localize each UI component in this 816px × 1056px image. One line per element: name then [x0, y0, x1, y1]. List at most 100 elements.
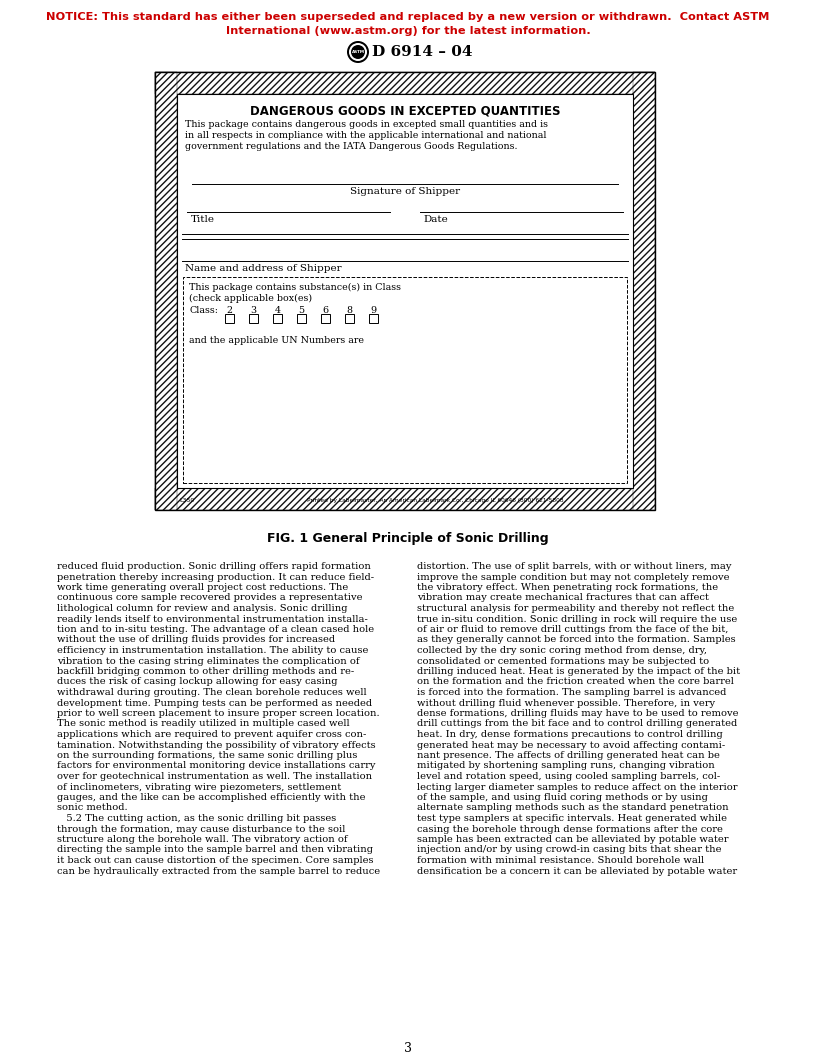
Text: D 6914 – 04: D 6914 – 04: [372, 45, 472, 59]
Circle shape: [349, 43, 367, 61]
Text: development time. Pumping tests can be performed as needed: development time. Pumping tests can be p…: [57, 698, 372, 708]
Text: on the formation and the friction created when the core barrel: on the formation and the friction create…: [417, 678, 734, 686]
Bar: [155, 72, 177, 510]
Text: sample has been extracted can be alleviated by potable water: sample has been extracted can be allevia…: [417, 835, 729, 844]
Text: Name and address of Shipper: Name and address of Shipper: [185, 264, 342, 274]
Text: the vibratory effect. When penetrating rock formations, the: the vibratory effect. When penetrating r…: [417, 583, 718, 592]
Text: tamination. Notwithstanding the possibility of vibratory effects: tamination. Notwithstanding the possibil…: [57, 740, 375, 750]
Text: dense formations, drilling fluids may have to be used to remove: dense formations, drilling fluids may ha…: [417, 709, 738, 718]
Text: readily lends itself to environmental instrumentation installa-: readily lends itself to environmental in…: [57, 615, 368, 623]
Text: level and rotation speed, using cooled sampling barrels, col-: level and rotation speed, using cooled s…: [417, 772, 721, 781]
Text: casing the borehole through dense formations after the core: casing the borehole through dense format…: [417, 825, 723, 833]
Text: mitigated by shortening sampling runs, changing vibration: mitigated by shortening sampling runs, c…: [417, 761, 715, 771]
Text: can be hydraulically extracted from the sample barrel to reduce: can be hydraulically extracted from the …: [57, 867, 380, 875]
Text: 8: 8: [347, 306, 353, 315]
Text: on the surrounding formations, the same sonic drilling plus: on the surrounding formations, the same …: [57, 751, 357, 760]
Text: generated heat may be necessary to avoid affecting contami-: generated heat may be necessary to avoid…: [417, 740, 725, 750]
Circle shape: [347, 41, 369, 63]
Text: 3: 3: [251, 306, 256, 315]
Text: tion and to in-situ testing. The advantage of a clean cased hole: tion and to in-situ testing. The advanta…: [57, 625, 374, 634]
Text: of inclinometers, vibrating wire piezometers, settlement: of inclinometers, vibrating wire piezome…: [57, 782, 341, 792]
Text: lecting larger diameter samples to reduce affect on the interior: lecting larger diameter samples to reduc…: [417, 782, 738, 792]
Text: Date: Date: [423, 215, 448, 224]
Text: gauges, and the like can be accomplished efficiently with the: gauges, and the like can be accomplished…: [57, 793, 366, 802]
Text: 5.2 The cutting action, as the sonic drilling bit passes: 5.2 The cutting action, as the sonic dri…: [57, 814, 336, 823]
Text: directing the sample into the sample barrel and then vibrating: directing the sample into the sample bar…: [57, 846, 373, 854]
Text: International (www.astm.org) for the latest information.: International (www.astm.org) for the lat…: [226, 26, 590, 36]
Text: and the applicable UN Numbers are: and the applicable UN Numbers are: [189, 336, 364, 345]
Text: of the sample, and using fluid coring methods or by using: of the sample, and using fluid coring me…: [417, 793, 707, 802]
Text: improve the sample condition but may not completely remove: improve the sample condition but may not…: [417, 572, 730, 582]
Text: 4: 4: [274, 306, 281, 315]
Text: densification be a concern it can be alleviated by potable water: densification be a concern it can be all…: [417, 867, 737, 875]
Bar: [345, 314, 354, 323]
Text: This package contains dangerous goods in excepted small quantities and is
in all: This package contains dangerous goods in…: [185, 120, 548, 151]
Bar: [155, 72, 655, 510]
Text: lithological column for review and analysis. Sonic drilling: lithological column for review and analy…: [57, 604, 348, 612]
Text: drilling induced heat. Heat is generated by the impact of the bit: drilling induced heat. Heat is generated…: [417, 667, 740, 676]
Text: DANGEROUS GOODS IN EXCEPTED QUANTITIES: DANGEROUS GOODS IN EXCEPTED QUANTITIES: [250, 103, 561, 117]
Text: formation with minimal resistance. Should borehole wall: formation with minimal resistance. Shoul…: [417, 856, 704, 865]
Text: alternate sampling methods such as the standard penetration: alternate sampling methods such as the s…: [417, 804, 729, 812]
Bar: [225, 314, 234, 323]
Text: Title: Title: [191, 215, 215, 224]
Text: as they generally cannot be forced into the formation. Samples: as they generally cannot be forced into …: [417, 636, 736, 644]
Text: Class:: Class:: [189, 306, 218, 315]
Text: efficiency in instrumentation installation. The ability to cause: efficiency in instrumentation installati…: [57, 646, 368, 655]
Text: sonic method.: sonic method.: [57, 804, 127, 812]
Bar: [321, 314, 330, 323]
Text: 5: 5: [299, 306, 304, 315]
Text: injection and/or by using crowd-in casing bits that shear the: injection and/or by using crowd-in casin…: [417, 846, 721, 854]
Bar: [249, 314, 258, 323]
Text: Signature of Shipper: Signature of Shipper: [350, 187, 460, 196]
Text: applications which are required to prevent aquifer cross con-: applications which are required to preve…: [57, 730, 366, 739]
Text: 3: 3: [404, 1042, 412, 1055]
Text: FIG. 1 General Principle of Sonic Drilling: FIG. 1 General Principle of Sonic Drilli…: [267, 532, 549, 545]
Text: true in-situ condition. Sonic drilling in rock will require the use: true in-situ condition. Sonic drilling i…: [417, 615, 737, 623]
Text: without the use of drilling fluids provides for increased: without the use of drilling fluids provi…: [57, 636, 335, 644]
Text: 6: 6: [322, 306, 329, 315]
Text: The sonic method is readily utilized in multiple cased well: The sonic method is readily utilized in …: [57, 719, 349, 729]
Text: consolidated or cemented formations may be subjected to: consolidated or cemented formations may …: [417, 657, 709, 665]
Text: prior to well screen placement to insure proper screen location.: prior to well screen placement to insure…: [57, 709, 379, 718]
Text: ASTM: ASTM: [352, 50, 365, 54]
Bar: [369, 314, 378, 323]
Text: structure along the borehole wall. The vibratory action of: structure along the borehole wall. The v…: [57, 835, 348, 844]
Text: drill cuttings from the bit face and to control drilling generated: drill cuttings from the bit face and to …: [417, 719, 737, 729]
Text: of air or fluid to remove drill cuttings from the face of the bit,: of air or fluid to remove drill cuttings…: [417, 625, 729, 634]
Text: duces the risk of casing lockup allowing for easy casing: duces the risk of casing lockup allowing…: [57, 678, 338, 686]
Text: continuous core sample recovered provides a representative: continuous core sample recovered provide…: [57, 593, 362, 603]
Text: This package contains substance(s) in Class: This package contains substance(s) in Cl…: [189, 283, 401, 293]
Bar: [177, 94, 633, 488]
Text: is forced into the formation. The sampling barrel is advanced: is forced into the formation. The sampli…: [417, 689, 726, 697]
Text: withdrawal during grouting. The clean borehole reduces well: withdrawal during grouting. The clean bo…: [57, 689, 366, 697]
Bar: [273, 314, 282, 323]
Text: reduced fluid production. Sonic drilling offers rapid formation: reduced fluid production. Sonic drilling…: [57, 562, 371, 571]
Text: nant presence. The affects of drilling generated heat can be: nant presence. The affects of drilling g…: [417, 751, 720, 760]
Text: (check applicable box(es): (check applicable box(es): [189, 294, 313, 303]
Bar: [183, 277, 627, 483]
Text: vibration to the casing string eliminates the complication of: vibration to the casing string eliminate…: [57, 657, 360, 665]
Text: 9: 9: [370, 306, 376, 315]
Text: it back out can cause distortion of the specimen. Core samples: it back out can cause distortion of the …: [57, 856, 374, 865]
Text: backfill bridging common to other drilling methods and re-: backfill bridging common to other drilli…: [57, 667, 354, 676]
Text: L350: L350: [179, 498, 194, 503]
Text: without drilling fluid whenever possible. Therefore, in very: without drilling fluid whenever possible…: [417, 698, 715, 708]
Bar: [155, 488, 655, 510]
Text: 2: 2: [227, 306, 233, 315]
Text: test type samplers at specific intervals. Heat generated while: test type samplers at specific intervals…: [417, 814, 727, 823]
Text: distortion. The use of split barrels, with or without liners, may: distortion. The use of split barrels, wi…: [417, 562, 731, 571]
Bar: [297, 314, 306, 323]
Text: work time generating overall project cost reductions. The: work time generating overall project cos…: [57, 583, 348, 592]
Text: structural analysis for permeability and thereby not reflect the: structural analysis for permeability and…: [417, 604, 734, 612]
Text: Printed by Labelmaster, An American Labelmark Co., Chicago IL 60646 (800) 621-58: Printed by Labelmaster, An American Labe…: [307, 498, 563, 503]
Text: vibration may create mechanical fractures that can affect: vibration may create mechanical fracture…: [417, 593, 709, 603]
Text: through the formation, may cause disturbance to the soil: through the formation, may cause disturb…: [57, 825, 345, 833]
Text: factors for environmental monitoring device installations carry: factors for environmental monitoring dev…: [57, 761, 375, 771]
Bar: [633, 72, 655, 510]
Text: heat. In dry, dense formations precautions to control drilling: heat. In dry, dense formations precautio…: [417, 730, 723, 739]
Text: penetration thereby increasing production. It can reduce field-: penetration thereby increasing productio…: [57, 572, 374, 582]
Text: over for geotechnical instrumentation as well. The installation: over for geotechnical instrumentation as…: [57, 772, 372, 781]
Text: collected by the dry sonic coring method from dense, dry,: collected by the dry sonic coring method…: [417, 646, 707, 655]
Text: NOTICE: This standard has either been superseded and replaced by a new version o: NOTICE: This standard has either been su…: [47, 12, 769, 22]
